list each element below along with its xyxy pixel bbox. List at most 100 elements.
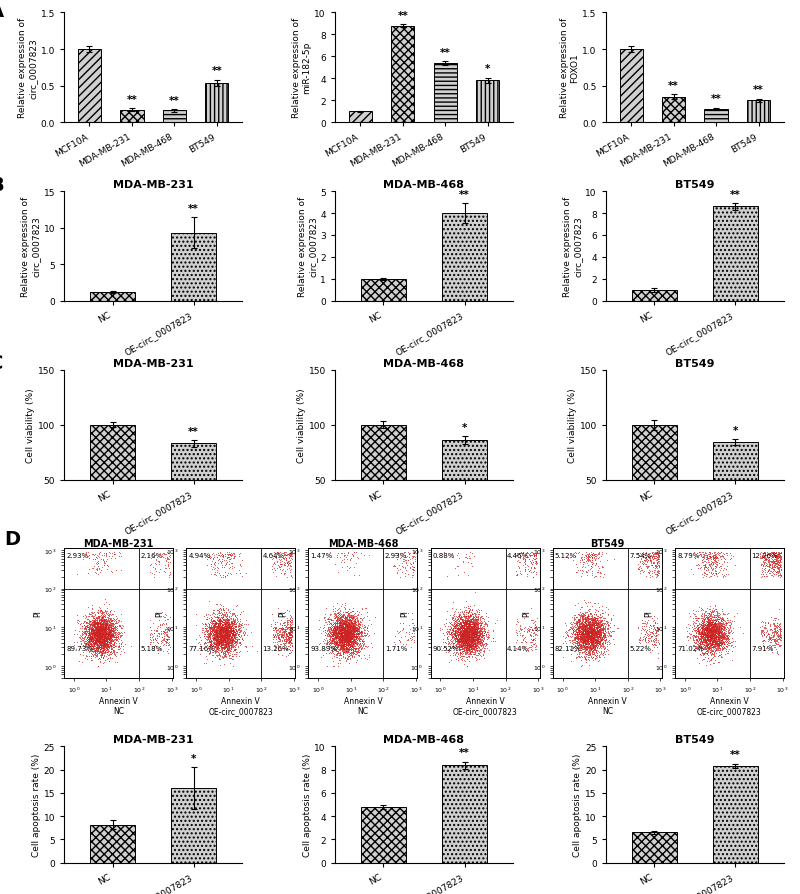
Point	[768, 550, 781, 564]
Point	[774, 553, 786, 568]
Point	[207, 622, 220, 637]
Point	[710, 633, 722, 647]
Point	[203, 635, 216, 649]
Point	[338, 629, 351, 644]
Point	[214, 645, 227, 659]
Point	[332, 624, 345, 638]
Point	[590, 639, 602, 654]
Point	[590, 636, 603, 650]
Point	[95, 641, 108, 655]
Point	[347, 614, 360, 628]
Point	[475, 611, 488, 625]
Point	[716, 611, 729, 625]
Point	[574, 630, 586, 645]
Point	[204, 552, 217, 566]
Point	[233, 616, 246, 630]
Point	[462, 617, 475, 631]
Point	[711, 627, 724, 641]
Point	[338, 645, 350, 659]
Point	[346, 637, 359, 651]
Point	[357, 629, 370, 644]
Point	[90, 623, 103, 637]
Point	[217, 608, 230, 622]
Point	[451, 634, 464, 648]
Point	[711, 608, 724, 622]
Point	[608, 624, 621, 638]
Point	[346, 622, 358, 637]
Point	[350, 631, 362, 645]
Point	[334, 611, 346, 626]
Point	[109, 628, 122, 642]
Point	[89, 644, 102, 658]
Point	[98, 626, 111, 640]
Point	[774, 617, 786, 631]
Point	[285, 630, 298, 645]
Point	[464, 629, 477, 644]
Point	[441, 632, 454, 646]
Point	[97, 629, 110, 644]
Point	[215, 603, 228, 617]
Point	[92, 642, 105, 656]
Point	[441, 627, 454, 641]
Point	[588, 639, 601, 654]
Point	[199, 629, 212, 644]
Point	[94, 622, 106, 637]
Point	[771, 616, 784, 630]
Point	[202, 646, 215, 661]
Point	[326, 624, 338, 638]
Point	[459, 630, 472, 645]
Point	[711, 636, 724, 650]
Point	[283, 618, 296, 632]
Point	[222, 613, 234, 628]
Point	[455, 635, 468, 649]
Point	[585, 630, 598, 645]
Point	[706, 620, 718, 634]
Point	[584, 617, 597, 631]
Point	[82, 628, 95, 642]
Point	[347, 627, 360, 641]
Point	[756, 549, 769, 563]
Point	[583, 628, 596, 643]
Point	[93, 633, 106, 647]
Point	[470, 620, 482, 634]
Point	[153, 557, 166, 571]
Point	[699, 609, 712, 623]
Point	[265, 620, 278, 634]
Point	[103, 621, 116, 636]
Point	[98, 610, 111, 624]
Point	[106, 637, 118, 651]
Point	[690, 620, 703, 635]
Point	[353, 620, 366, 635]
Point	[576, 625, 589, 639]
Point	[469, 619, 482, 633]
Point	[266, 630, 279, 645]
Point	[447, 637, 460, 651]
Point	[706, 617, 718, 631]
Point	[88, 618, 101, 632]
Point	[466, 624, 478, 638]
Point	[89, 618, 102, 632]
Point	[466, 634, 478, 648]
Point	[705, 623, 718, 637]
Point	[712, 627, 725, 641]
Point	[228, 615, 241, 629]
Point	[706, 612, 718, 627]
Point	[466, 630, 478, 645]
Point	[335, 615, 348, 629]
Point	[566, 622, 578, 637]
Point	[102, 607, 115, 621]
Point	[199, 620, 212, 635]
Point	[343, 627, 356, 641]
Point	[341, 637, 354, 652]
Point	[466, 628, 478, 642]
Point	[594, 645, 607, 660]
Point	[467, 628, 480, 642]
Point	[769, 637, 782, 651]
Point	[450, 635, 463, 649]
Point	[463, 638, 476, 653]
Point	[330, 613, 343, 628]
Point	[584, 620, 597, 634]
Point	[703, 614, 716, 628]
Point	[710, 622, 723, 637]
Point	[81, 619, 94, 633]
